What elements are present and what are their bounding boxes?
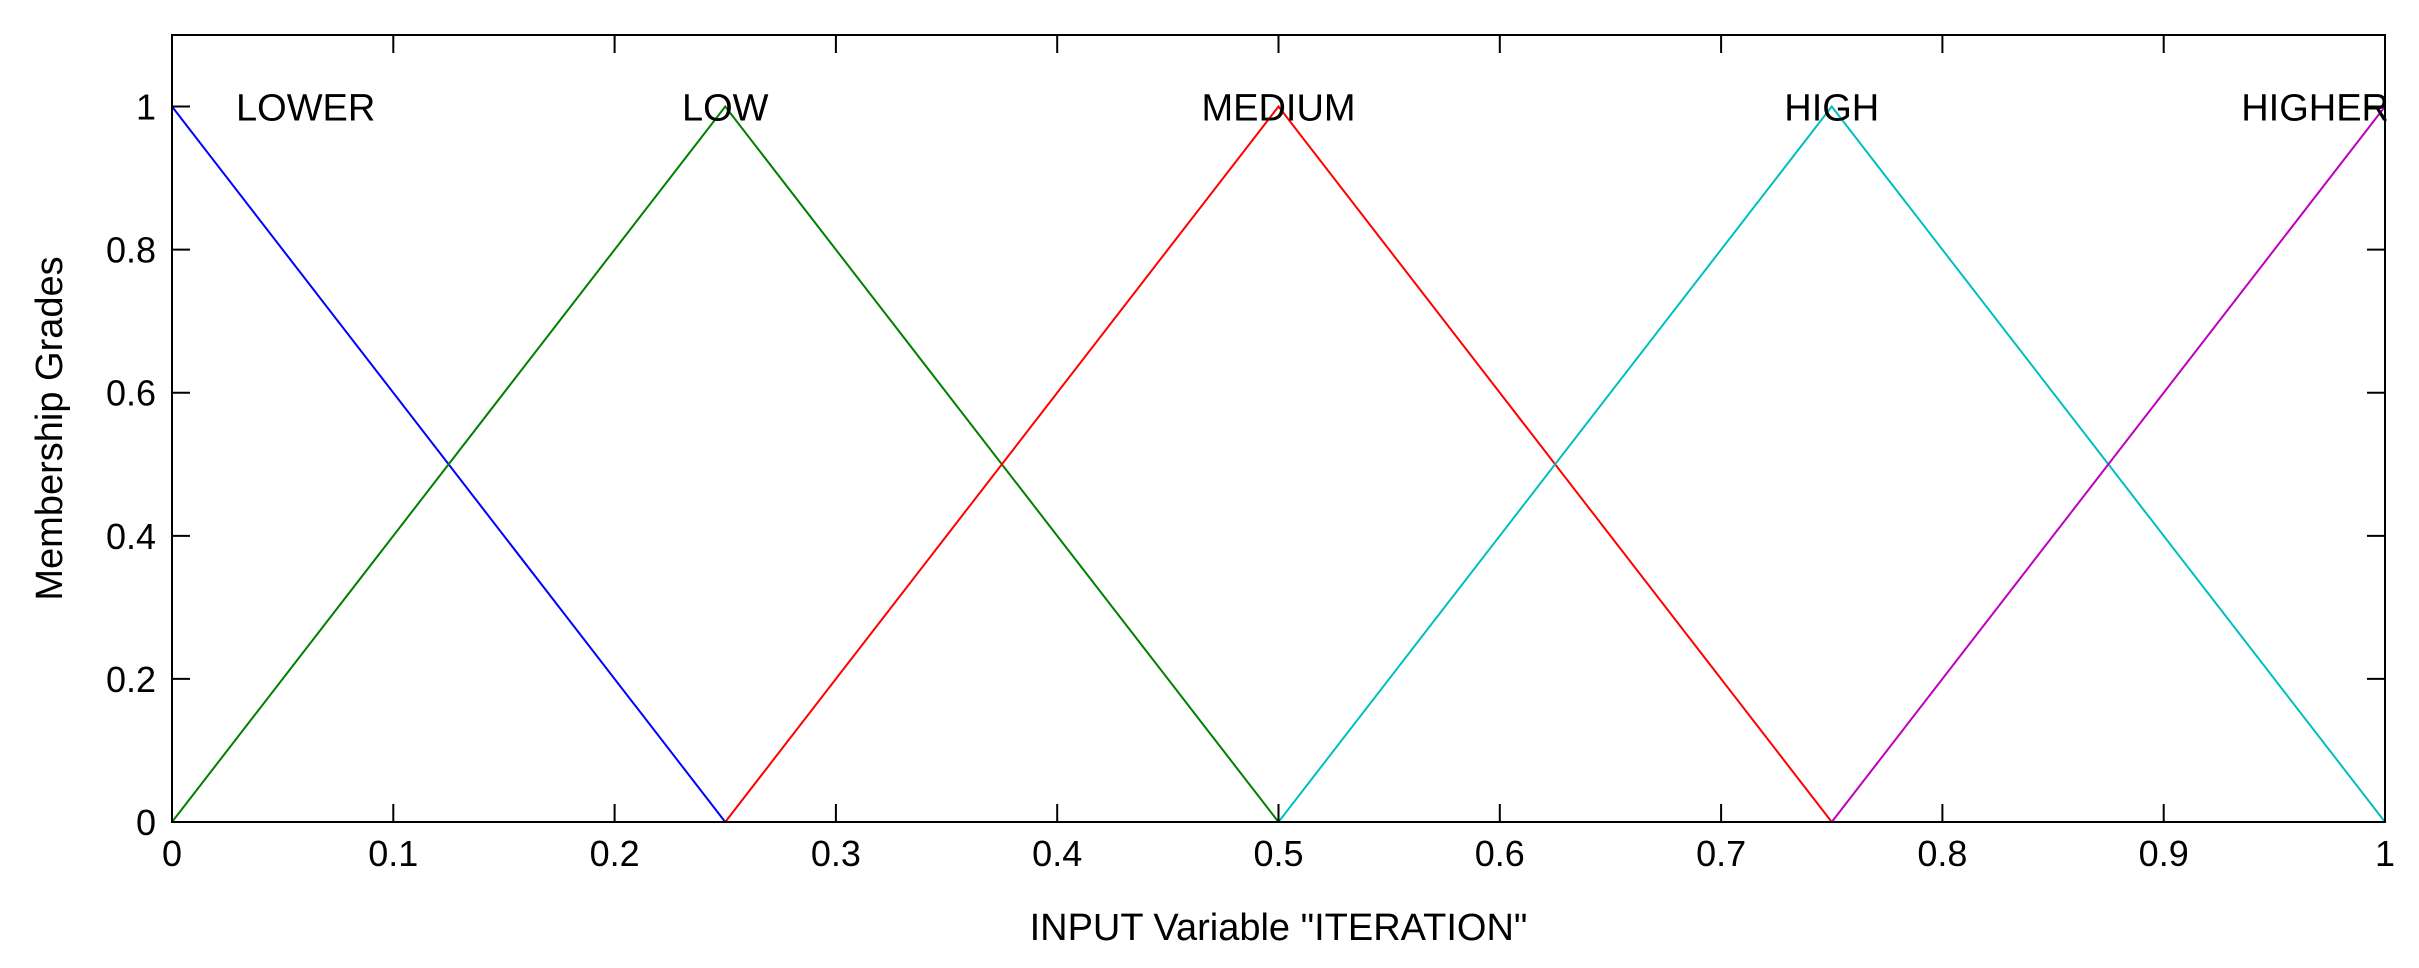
x-tick-label: 0.3 xyxy=(811,833,861,874)
y-tick-label: 0.4 xyxy=(106,516,156,557)
y-tick-label: 0.6 xyxy=(106,373,156,414)
y-tick-label: 0.8 xyxy=(106,230,156,271)
series-line-high xyxy=(172,104,2386,823)
plot-frame xyxy=(171,34,2386,823)
series-layer xyxy=(171,104,2386,823)
mf-label-high: HIGH xyxy=(1784,88,1879,130)
y-tick-label: 0 xyxy=(136,802,156,843)
series-line-low xyxy=(171,104,2385,823)
x-tick-label: 0.9 xyxy=(2139,833,2189,874)
x-tick-label: 0.8 xyxy=(1917,833,1967,874)
x-tick-label: 0.5 xyxy=(1253,833,1303,874)
mf-label-low: LOW xyxy=(682,88,769,130)
x-tick-label: 1 xyxy=(2375,833,2395,874)
x-tick-label: 0.1 xyxy=(368,833,418,874)
x-tick-label: 0.6 xyxy=(1475,833,1525,874)
mf-label-lower: LOWER xyxy=(236,88,375,130)
x-tick-label: 0.7 xyxy=(1696,833,1746,874)
x-tick-label: 0.4 xyxy=(1032,833,1082,874)
series-line-lower xyxy=(171,105,2385,823)
mf-label-higher: HIGHER xyxy=(2241,88,2389,130)
series-line-medium xyxy=(172,104,2385,823)
mf-label-layer: LOWER LOW MEDIUM HIGH HIGHER xyxy=(236,88,2389,130)
x-tick-label: 0 xyxy=(162,833,182,874)
y-tick-label: 1 xyxy=(136,87,156,128)
mf-label-medium: MEDIUM xyxy=(1201,88,1355,130)
x-axis-label: INPUT Variable "ITERATION" xyxy=(1030,907,1528,949)
series-line-higher xyxy=(172,105,2386,823)
ticks-layer: 0 0.1 0.2 0.3 0.4 0.5 0.6 0.7 0.8 0.9 1 0 0.2 0.4 0.6 0… xyxy=(106,35,2395,874)
x-tick-label: 0.2 xyxy=(590,833,640,874)
y-axis-label: Membership Grades xyxy=(29,256,71,600)
y-tick-label: 0.2 xyxy=(106,659,156,700)
